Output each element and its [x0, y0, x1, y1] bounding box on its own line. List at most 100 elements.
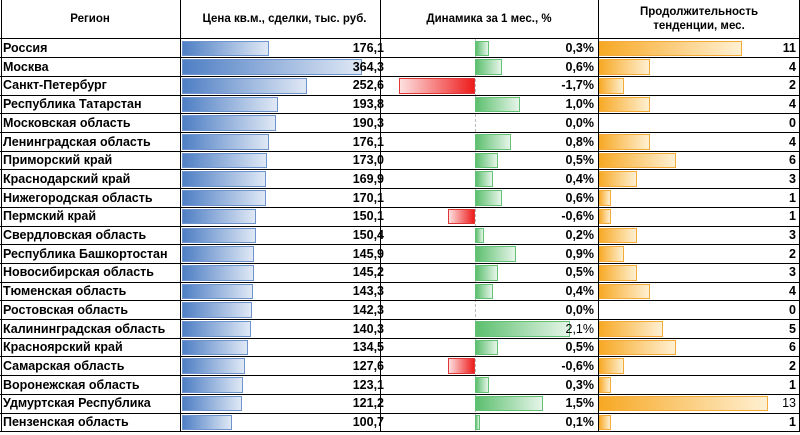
region-label: Ленинградская область — [3, 134, 151, 149]
price-bar — [182, 115, 277, 131]
price-bar — [182, 246, 255, 262]
duration-bar — [598, 414, 612, 431]
price-bar — [182, 414, 232, 431]
region-label: Краснодарский край — [3, 171, 131, 186]
duration-bar — [598, 190, 612, 206]
dynamics-bar-positive — [475, 414, 480, 431]
duration-value: 1 — [789, 190, 796, 205]
price-bar — [182, 264, 254, 281]
header-divider — [0, 38, 800, 39]
dynamics-bar-positive — [475, 134, 511, 150]
region-label: Приморский край — [3, 153, 113, 168]
price-bar — [182, 302, 253, 318]
dynamics-value: 0,3% — [565, 41, 595, 55]
row-divider — [0, 281, 800, 283]
row-divider — [0, 113, 800, 115]
price-bar — [182, 358, 246, 375]
price-value: 252,6 — [352, 78, 384, 93]
dynamics-value: 1,5% — [565, 396, 595, 411]
price-bar — [182, 96, 278, 113]
duration-bar — [598, 134, 651, 150]
row-divider — [0, 431, 800, 433]
price-bar — [182, 208, 257, 225]
price-value: 145,2 — [352, 265, 384, 280]
column-divider — [180, 0, 181, 432]
region-label: Москва — [3, 59, 49, 74]
dynamics-bar-positive — [475, 283, 493, 300]
dynamics-value: -0,6% — [561, 358, 594, 373]
column-divider — [380, 0, 381, 432]
price-bar — [182, 227, 257, 244]
duration-bar — [598, 264, 638, 281]
price-value: 140,3 — [352, 321, 384, 336]
region-label: Калининградская область — [3, 321, 166, 336]
price-value: 364,3 — [352, 59, 384, 74]
duration-value: 2 — [789, 78, 796, 93]
price-bar — [182, 321, 252, 337]
duration-value: 11 — [782, 41, 796, 55]
price-value: 142,3 — [352, 302, 384, 317]
dynamics-value: 0,5% — [565, 153, 595, 168]
region-label: Свердловская область — [3, 228, 147, 242]
price-bar — [182, 395, 242, 412]
duration-bar — [598, 77, 625, 94]
dynamics-value: -0,6% — [561, 209, 594, 224]
price-bar — [182, 171, 266, 188]
row-divider — [0, 169, 800, 171]
duration-bar — [598, 40, 742, 57]
duration-bar — [598, 59, 651, 75]
region-label: Московская область — [3, 115, 131, 130]
price-value: 176,1 — [352, 134, 384, 149]
dynamics-bar-negative — [448, 358, 475, 375]
duration-bar — [598, 227, 638, 244]
row-divider — [0, 225, 800, 227]
duration-value: 2 — [789, 246, 796, 261]
dynamics-value: 0,6% — [565, 59, 595, 74]
price-value: 127,6 — [352, 358, 384, 373]
price-value: 121,2 — [352, 396, 384, 411]
duration-value: 4 — [789, 284, 796, 299]
dynamics-value: 0,4% — [565, 171, 595, 186]
price-value: 193,8 — [352, 97, 384, 112]
dynamics-value: 0,0% — [565, 115, 595, 130]
dynamics-value: 0,1% — [565, 415, 595, 429]
dynamics-bar-positive — [475, 339, 498, 356]
column-divider — [1, 0, 2, 432]
row-divider — [0, 75, 800, 77]
region-label: Красноярский край — [3, 340, 123, 355]
dynamics-value: 0,9% — [565, 246, 595, 261]
region-label: Пензенская область — [3, 415, 129, 429]
row-divider — [0, 375, 800, 377]
duration-value: 6 — [789, 153, 796, 168]
price-bar — [182, 77, 307, 94]
duration-bar — [598, 152, 677, 169]
row-divider — [0, 57, 800, 59]
row-divider — [0, 244, 800, 246]
price-value: 145,9 — [352, 246, 384, 261]
price-bar — [182, 283, 253, 300]
duration-bar — [598, 358, 625, 375]
dynamics-value: 0,5% — [565, 340, 595, 355]
header-dynamics: Динамика за 1 мес., % — [426, 13, 552, 25]
row-divider — [0, 206, 800, 208]
duration-value: 13 — [782, 396, 796, 411]
dynamics-value: 0,8% — [565, 134, 595, 149]
header-region: Регион — [70, 13, 110, 25]
dynamics-value: 0,4% — [565, 284, 595, 299]
price-value: 169,9 — [352, 171, 384, 186]
duration-value: 1 — [789, 209, 796, 224]
dynamics-value: 0,5% — [565, 265, 595, 280]
duration-bar — [598, 377, 612, 393]
dynamics-bar-negative — [398, 77, 475, 94]
header-duration: Продолжительность тенденции, мес. — [639, 6, 759, 32]
price-value: 123,1 — [352, 377, 384, 392]
price-bar — [182, 40, 269, 57]
price-value: 150,4 — [352, 228, 384, 242]
price-value: 176,1 — [352, 41, 384, 55]
row-divider — [0, 393, 800, 395]
header-price: Цена кв.м., сделки, тыс. руб. — [202, 13, 367, 25]
duration-bar — [598, 283, 651, 300]
dynamics-bar-positive — [475, 377, 489, 393]
price-bar — [182, 339, 249, 356]
